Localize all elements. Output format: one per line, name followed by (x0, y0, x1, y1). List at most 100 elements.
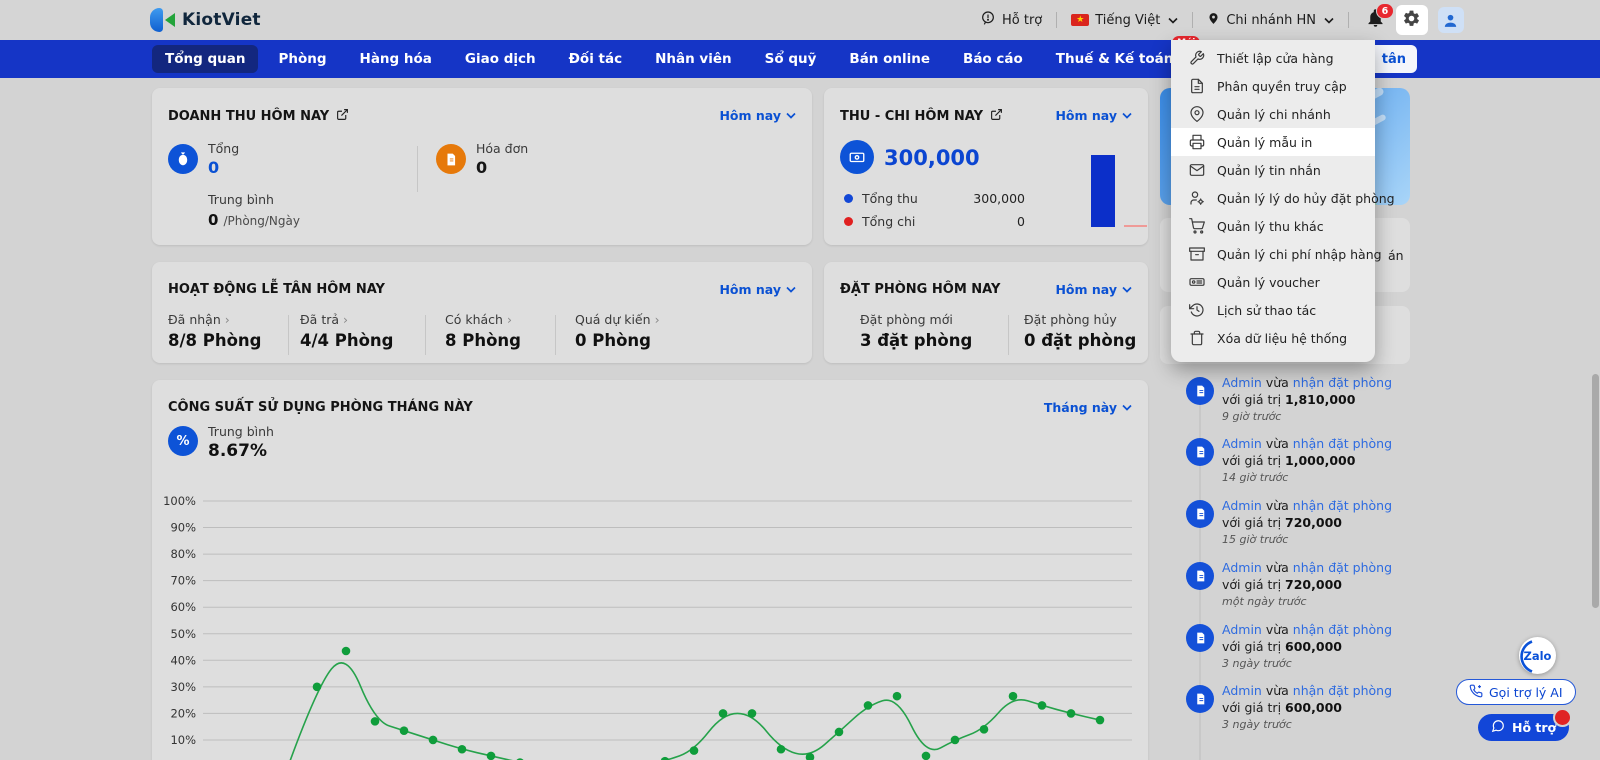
permission-doc-icon (1189, 78, 1205, 94)
history-icon (1189, 302, 1205, 318)
cashflow-mini-chart (1091, 155, 1147, 227)
cashflow-card-title: THU - CHI HÔM NAY (840, 108, 1003, 125)
feed-action-link[interactable]: nhận đặt phòng (1292, 622, 1393, 637)
average-unit: /Phòng/Ngày (223, 214, 300, 228)
location-pin-icon (1207, 11, 1220, 30)
cashflow-amount: 300,000 (884, 146, 980, 170)
notifications-button[interactable]: 6 (1365, 3, 1394, 33)
feed-action-link[interactable]: nhận đặt phòng (1292, 498, 1393, 513)
scrollbar-thumb[interactable] (1592, 374, 1599, 608)
menu-item-quan-ly-tin-nhan[interactable]: Quản lý tin nhắn (1171, 156, 1375, 184)
brand-logo[interactable]: KiotViet (150, 0, 261, 40)
tab-tong-quan[interactable]: Tổng quan (152, 45, 259, 73)
menu-item-thiet-lap-cua-hang[interactable]: Thiết lập cửa hàng (1171, 44, 1375, 72)
feed-item: Admin vừa nhận đặt phòng với giá trị 720… (1160, 498, 1410, 546)
revenue-period-dropdown[interactable]: Hôm nay (719, 108, 796, 123)
menu-item-quan-ly-chi-phi-nhap-hang[interactable]: Quản lý chi phí nhập hàng (1171, 240, 1382, 268)
tab-doi-tac[interactable]: Đối tác (568, 51, 623, 67)
zalo-label: Zalo (1523, 648, 1552, 663)
language-selector[interactable]: ★ Tiếng Việt (1071, 13, 1178, 28)
ai-call-button[interactable]: Gọi trợ lý AI (1456, 679, 1576, 705)
tab-phong[interactable]: Phòng (278, 51, 327, 67)
occupancy-average-block: Trung bình 8.67% (208, 424, 274, 461)
feed-actor-link[interactable]: Admin (1222, 375, 1262, 390)
feed-actor-link[interactable]: Admin (1222, 622, 1262, 637)
wrench-icon (1189, 50, 1205, 66)
revenue-average-block: Trung bình 0 /Phòng/Ngày (208, 192, 300, 229)
stat-dat-phong-huy: Đặt phòng hủy 0 đặt phòng (1024, 312, 1137, 350)
external-link-icon[interactable] (990, 108, 1003, 125)
cashflow-period-dropdown[interactable]: Hôm nay (1055, 108, 1132, 123)
booking-doc-icon (1186, 377, 1214, 405)
header-divider (1056, 12, 1058, 28)
menu-item-quan-ly-chi-nhanh[interactable]: Quản lý chi nhánh (1171, 100, 1375, 128)
feed-actor-link[interactable]: Admin (1222, 498, 1262, 513)
feed-action-link[interactable]: nhận đặt phòng (1292, 375, 1393, 390)
feed-actor-link[interactable]: Admin (1222, 683, 1262, 698)
occupancy-average-value: 8.67% (208, 441, 267, 461)
reception-period-dropdown[interactable]: Hôm nay (719, 282, 796, 297)
percent-icon: % (168, 426, 198, 456)
booking-doc-icon (1186, 685, 1214, 713)
feed-action-link[interactable]: nhận đặt phòng (1292, 683, 1393, 698)
voucher-icon (1189, 274, 1205, 290)
feed-actor-link[interactable]: Admin (1222, 436, 1262, 451)
stat-co-khach[interactable]: Có khách › 8 Phòng (445, 312, 521, 350)
menu-item-xoa-du-lieu-he-thong[interactable]: Xóa dữ liệu hệ thống (1171, 324, 1375, 352)
tab-giao-dich[interactable]: Giao dịch (464, 51, 536, 67)
gear-icon (1402, 9, 1421, 32)
stat-qua-du-kien[interactable]: Quá dự kiến › 0 Phòng (575, 312, 660, 350)
external-link-icon[interactable] (336, 108, 349, 125)
chevron-down-icon (786, 112, 796, 119)
blue-dot-icon (844, 194, 853, 203)
menu-item-quan-ly-thu-khac[interactable]: Quản lý thu khác (1171, 212, 1375, 240)
tab-bao-cao[interactable]: Báo cáo (963, 51, 1023, 67)
feed-item: Admin vừa nhận đặt phòng với giá trị 720… (1160, 560, 1410, 608)
booking-period-dropdown[interactable]: Hôm nay (1055, 282, 1132, 297)
revenue-card-title: DOANH THU HÔM NAY (168, 108, 349, 125)
settings-button[interactable] (1395, 5, 1428, 35)
support-link[interactable]: Hỗ trợ (980, 10, 1042, 30)
chevron-right-icon: › (506, 312, 512, 327)
ai-call-label: Gọi trợ lý AI (1489, 684, 1563, 700)
stat-da-tra[interactable]: Đã trả › 4/4 Phòng (300, 312, 394, 350)
branch-selector[interactable]: Chi nhánh HN (1207, 11, 1334, 30)
chevron-down-icon (1324, 13, 1334, 28)
vietnam-flag-icon: ★ (1071, 14, 1090, 26)
settings-dropdown-menu: Thiết lập cửa hàng Phân quyền truy cập Q… (1171, 40, 1395, 362)
menu-item-quan-ly-mau-in[interactable]: Quản lý mẫu in (1171, 128, 1375, 156)
help-bubble-icon (980, 10, 996, 30)
svg-text:50%: 50% (170, 627, 196, 641)
feed-time: 9 giờ trước (1222, 410, 1282, 423)
support-chat-button[interactable]: Hỗ trợ (1478, 708, 1573, 741)
booking-card: ĐẶT PHÒNG HÔM NAY Hôm nay Đặt phòng mới … (824, 262, 1148, 363)
mini-bar-thu (1091, 155, 1115, 227)
tab-thue-ke-toan[interactable]: Thuế & Kế toánMới (1043, 36, 1201, 73)
tab-hang-hoa[interactable]: Hàng hóa (359, 51, 432, 67)
money-bag-icon (168, 144, 198, 174)
zalo-button[interactable]: Zalo (1519, 637, 1556, 674)
tab-nhan-vien[interactable]: Nhân viên (655, 51, 732, 67)
red-dot-icon (844, 217, 853, 226)
feed-action-link[interactable]: nhận đặt phòng (1292, 436, 1393, 451)
feed-action-link[interactable]: nhận đặt phòng (1292, 560, 1393, 575)
stat-da-nhan[interactable]: Đã nhận › 8/8 Phòng (168, 312, 262, 350)
occupancy-period-dropdown[interactable]: Tháng này (1044, 400, 1132, 415)
user-avatar[interactable] (1437, 7, 1464, 33)
menu-item-quan-ly-voucher[interactable]: Quản lý voucher (1171, 268, 1375, 296)
header-divider (1192, 12, 1194, 28)
svg-text:60%: 60% (170, 600, 196, 614)
menu-item-lich-su-thao-tac[interactable]: Lịch sử thao tác (1171, 296, 1375, 324)
tab-ban-online[interactable]: Bán online (849, 51, 931, 67)
tab-so-quy[interactable]: Sổ quỹ (764, 51, 817, 67)
reception-card: HOẠT ĐỘNG LỄ TÂN HÔM NAY Hôm nay Đã nhận… (152, 262, 812, 363)
chevron-down-icon (1122, 404, 1132, 411)
mini-bar-chi (1124, 224, 1147, 227)
menu-item-phan-quyen-truy-cap[interactable]: Phân quyền truy cập (1171, 72, 1375, 100)
feed-actor-link[interactable]: Admin (1222, 560, 1262, 575)
menu-item-quan-ly-ly-do-huy[interactable]: Quản lý lý do hủy đặt phòng (1171, 184, 1395, 212)
chevron-down-icon (1122, 112, 1132, 119)
printer-icon (1189, 134, 1205, 150)
svg-text:40%: 40% (170, 653, 196, 667)
